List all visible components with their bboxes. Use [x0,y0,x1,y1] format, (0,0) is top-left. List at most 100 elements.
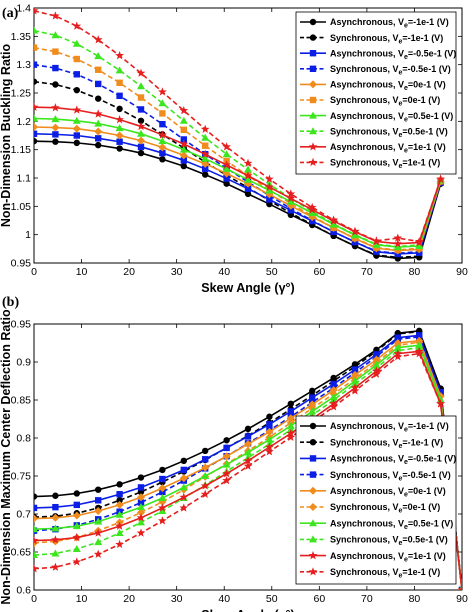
x-tick-label: 70 [361,266,373,278]
data-point [115,510,124,518]
data-point [222,164,231,172]
data-point [115,521,124,530]
data-point [94,127,103,136]
data-point [202,142,209,149]
data-point [179,492,189,501]
data-point [243,158,253,167]
y-tick-label: 1.25 [11,88,32,100]
data-point [158,143,167,152]
data-point [137,474,145,481]
data-point [136,528,146,537]
data-point [34,536,39,545]
y-tick-label: 0.6 [16,585,31,597]
data-point [52,48,59,55]
data-point [286,189,296,198]
legend-marker [309,80,317,89]
data-point [180,126,187,134]
legend-marker [309,18,317,26]
data-point [202,456,209,463]
legend-marker [309,422,317,430]
data-point [137,82,145,90]
data-point [244,190,252,198]
legend-label: Asynchronous, Ve=-0.5e-1 (V) [330,454,456,467]
legend-marker [309,486,317,495]
data-point [95,497,102,504]
data-point [159,149,166,157]
data-point [94,506,103,515]
data-point [137,143,145,151]
data-point [34,551,38,559]
x-tick-label: 10 [76,593,88,605]
data-point [414,349,424,358]
legend-marker [308,551,318,560]
data-point [222,150,231,158]
data-point [179,474,188,483]
data-point [159,110,166,117]
data-point [52,492,59,499]
data-point [115,500,124,509]
data-point [34,123,38,131]
data-point [243,171,253,180]
x-tick-label: 60 [313,266,325,278]
series-line [34,10,442,243]
data-point [137,94,145,101]
data-point [265,442,274,451]
legend-label: Asynchronous, Ve=0.5e-1 (V) [330,518,453,531]
legend-marker [309,50,317,57]
data-point [307,202,317,212]
x-tick-label: 0 [31,593,37,605]
data-point [116,79,123,86]
legend-label: Synchronous, Ve=0e-1 (V) [330,95,440,108]
y-tick-label: 1 [25,229,31,241]
data-point [72,557,82,566]
data-point [287,408,294,415]
data-point [51,11,60,20]
data-point [265,447,274,456]
data-point [116,491,123,498]
data-point [93,549,103,558]
data-point [436,174,445,183]
data-point [72,39,81,47]
data-point [158,137,167,145]
y-tick-label: 1.05 [11,201,32,213]
data-point [330,224,337,232]
legend-label: Synchronous, Ve=0.5e-1 (V) [330,126,448,139]
data-point [179,503,189,512]
legend-marker [309,535,317,543]
y-tick-label: 0.9 [16,357,31,369]
x-tick-label: 90 [456,266,468,278]
data-point [351,230,359,238]
legend-label: Synchronous, Ve=-1e-1 (V) [330,33,443,46]
data-point [51,535,60,544]
y-tick-label: 0.95 [11,258,32,270]
series-line [34,140,442,260]
data-point [179,116,188,124]
data-point [52,64,59,72]
data-point [350,386,360,395]
legend-label: Synchronous, Ve=0e-1 (V) [330,502,440,515]
x-tick-label: 70 [361,593,373,605]
data-point [94,517,103,525]
data-point [115,51,124,60]
data-point [136,513,146,522]
data-point [34,61,38,68]
data-point [179,483,188,491]
data-point [202,171,209,178]
data-point [201,133,210,141]
data-point [72,544,81,552]
data-point [266,421,273,428]
data-point [158,516,167,525]
series-line [34,330,462,590]
data-point [350,226,360,235]
x-tick-label: 30 [171,266,183,278]
data-point [201,159,210,168]
data-point [72,116,81,124]
data-point [93,109,103,118]
data-point [72,124,81,133]
series-line [34,346,462,590]
data-point [115,66,124,74]
data-point [266,196,273,203]
series-line [34,46,442,251]
legend-label: Asynchronous, Ve=1e-1 (V) [330,551,446,564]
data-point [94,52,103,60]
